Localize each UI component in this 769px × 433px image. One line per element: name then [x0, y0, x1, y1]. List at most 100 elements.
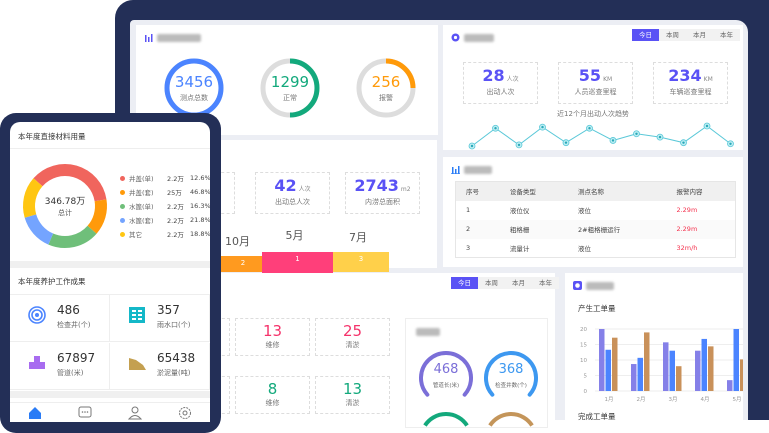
donut-slice: [33, 164, 107, 202]
manhole-icon: [28, 306, 46, 324]
stat-unit: 人次: [298, 186, 311, 193]
stat-label: 维修: [265, 399, 280, 407]
column-header: 报警内容: [676, 188, 703, 197]
chart-title: 产生工单量: [578, 304, 616, 313]
result-value: 486: [57, 303, 80, 317]
legend-item: 井盖(套) 25万 46.8%: [120, 185, 210, 199]
grate-icon: [129, 307, 145, 323]
tab-2[interactable]: 本月: [686, 29, 713, 41]
stat-value: 13: [342, 380, 363, 398]
x-tick-label: 3月: [669, 396, 678, 403]
legend-swatch: [120, 189, 125, 195]
bar: [701, 338, 707, 391]
legend-pct: 16.3%: [190, 202, 210, 210]
table-cell: 液位: [577, 207, 591, 215]
tab-3[interactable]: 本年: [713, 29, 740, 41]
x-tick-label: 5月: [733, 396, 742, 403]
maintenance-stat: 13 清淤: [315, 376, 390, 414]
network-realtime-panel: 3456 测点总数 1299 正常 256 报警: [136, 25, 438, 135]
tab-2[interactable]: 本月: [505, 277, 532, 289]
legend-swatch: [120, 231, 125, 237]
tab-3[interactable]: 本年: [532, 277, 559, 289]
tab-0[interactable]: 今日: [451, 277, 478, 289]
arc-gauge-partial: [488, 412, 534, 427]
month-bar: 2: [215, 256, 271, 272]
table-cell: 1: [466, 206, 471, 214]
result-cell: 357 雨水口(个): [110, 295, 210, 342]
gauge-arc: [260, 58, 320, 118]
legend-pct: 12.6%: [190, 174, 210, 182]
month-bar: 3: [333, 252, 389, 272]
table-cell: 2.29m: [676, 206, 698, 214]
panel-title-blurred: [586, 281, 614, 290]
table-cell: 3: [466, 243, 471, 252]
work-order-bar-chart: 0 5 10 15 20 1月 2月 3月 4月 5月: [580, 327, 743, 403]
message-icon[interactable]: [77, 405, 93, 421]
arc-value: 468: [433, 362, 459, 377]
mobile-phone: 本年度直接材料用量 346.78万 总计 井盖(单) 2.2万 12.6% 井盖(套)…: [0, 113, 221, 433]
tab-1[interactable]: 本周: [478, 277, 505, 289]
stat-label: 维修: [265, 341, 280, 349]
legend-name: 井盖(单): [129, 175, 154, 183]
stat-value: 8: [267, 380, 278, 398]
bar-chart-icon: [451, 166, 460, 174]
stat-unit: KM: [603, 76, 613, 83]
eye-icon: [451, 33, 460, 42]
trend-title: 近12个月出动人次趋势: [557, 110, 629, 118]
patrol-stat: 234 KM 车辆巡查里程: [653, 62, 728, 104]
materials-title: 本年度直接材料用量: [10, 122, 210, 149]
column-header: 序号: [466, 188, 479, 197]
bar: [663, 342, 669, 391]
y-tick-label: 0: [584, 389, 588, 395]
legend-pct: 18.8%: [190, 230, 210, 238]
table-cell: 液位: [577, 244, 591, 253]
legend-item: 其它 2.2万 18.8%: [120, 227, 210, 241]
result-label: 淤泥量(吨): [157, 369, 191, 377]
patrol-stat: 28 人次 出动人次: [463, 62, 538, 104]
stat-value: 28: [482, 66, 505, 85]
panel-title-blurred: [464, 165, 492, 174]
bar-chart-icon: [145, 34, 153, 42]
bar: [695, 350, 701, 391]
result-cell: 486 检查井(个): [10, 295, 110, 342]
tab-0[interactable]: 今日: [632, 29, 659, 41]
gauge-ring: 256 报警: [355, 57, 417, 119]
month-bar: 1: [262, 252, 333, 274]
stat-label: 车辆巡查里程: [669, 88, 712, 96]
maintenance-stat: 13 维修: [235, 318, 310, 356]
maintenance-panel: 今日 本周 本月 本年 13 维修 25 清淤 8 维修 13 清淤 468 管道长(米) 368 检查井…: [155, 273, 559, 428]
gauge-ring: 3456 测点总数: [163, 57, 225, 119]
trend-line: [471, 125, 731, 147]
y-tick-label: 5: [584, 374, 588, 380]
table-row[interactable]: 3 流量计 液位 32m/h: [456, 239, 736, 258]
pipe-icon: [29, 356, 45, 369]
legend-name: 井盖(套): [129, 189, 154, 197]
y-tick-label: 15: [580, 343, 587, 349]
table-cell: 流量计: [509, 244, 530, 253]
gauge-ring: 1299 正常: [259, 57, 321, 119]
settings-icon[interactable]: [177, 405, 193, 421]
legend-item: 水篦(单) 2.2万 16.3%: [120, 199, 210, 213]
stat-unit: m2: [400, 186, 411, 193]
home-icon[interactable]: [27, 405, 43, 421]
stat-value: 13: [262, 322, 283, 340]
legend-swatch: [120, 203, 125, 209]
donut-total-label: 总计: [58, 209, 72, 217]
donut-total: 346.78万: [44, 197, 86, 207]
result-value: 65438: [157, 351, 196, 365]
legend-pct: 46.8%: [190, 188, 210, 196]
bottom-nav: [10, 402, 210, 422]
user-icon[interactable]: [127, 405, 143, 421]
table-row[interactable]: 1 液位仪 液位 2.29m: [456, 201, 736, 220]
tab-1[interactable]: 本周: [659, 29, 686, 41]
maintenance-stat: 8 维修: [235, 376, 310, 414]
y-tick-label: 10: [580, 358, 587, 364]
work-order-panel: 产生工单量 0 5 10 15 20 1月 2月 3月 4月 5月 完成工单量: [565, 273, 743, 421]
table-row[interactable]: 2 粗格栅 2#粗格栅运行 2.29m: [455, 219, 736, 239]
stat-value: 55: [578, 66, 602, 85]
stat-label: 清淤: [345, 341, 360, 349]
table-cell: 32m/h: [676, 243, 698, 252]
patrol-stat: 55 KM 人员巡查里程: [558, 62, 633, 104]
month-label: 5月: [285, 229, 304, 242]
donut-slice: [24, 214, 54, 245]
